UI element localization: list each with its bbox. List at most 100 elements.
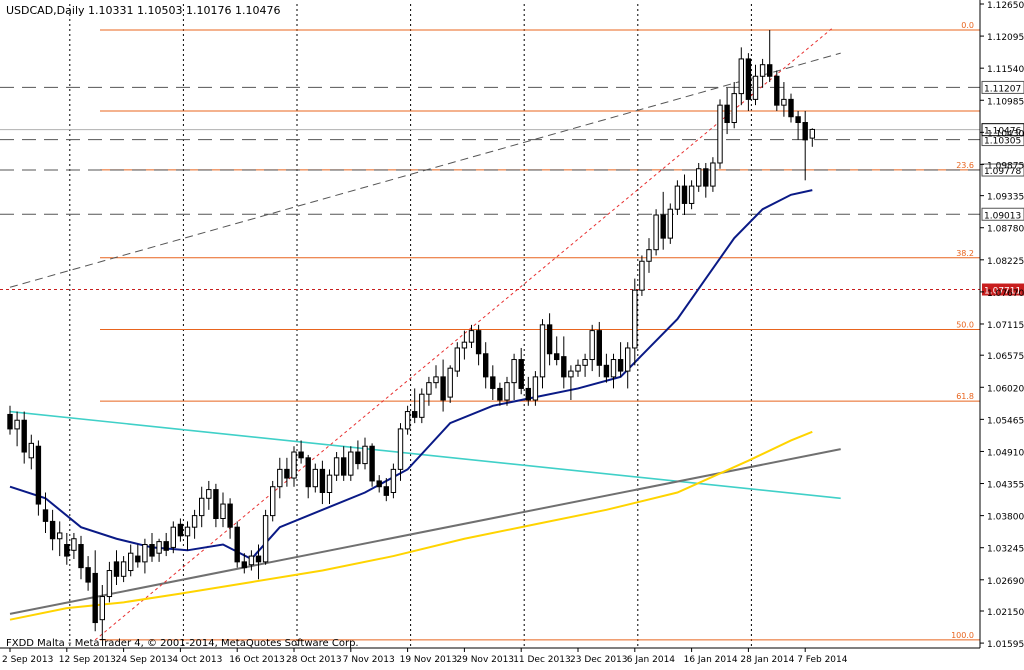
candle [57,521,63,557]
price-tick-label: 1.09875 [987,161,1024,171]
candle [589,324,595,372]
price-tick-label: 1.12650 [987,1,1024,11]
candle [142,538,148,574]
bull-candle-body [128,552,134,572]
candle [270,480,276,522]
cyan-trendline[interactable] [9,410,841,500]
price-tick-label: 1.10430 [987,129,1024,139]
price-tick-label: 1.07670 [987,289,1024,299]
fib-level-label: 23.6 [956,161,974,170]
red-level-box [982,283,1024,296]
candle [632,278,638,366]
bear-candle-body [177,523,184,537]
bull-candle-body [404,411,411,430]
candle [149,532,155,562]
price-tick-label: 1.12095 [987,33,1024,43]
candle [426,376,432,406]
candle [376,475,382,493]
bull-candle-body [639,260,645,291]
candle [660,191,666,250]
candle [305,454,311,499]
bear-candle-body [412,411,418,418]
bull-candle-body [419,393,425,418]
candle [234,521,240,568]
bull-candle-body [653,214,659,251]
bull-candle-body [142,544,148,563]
candle [85,556,91,591]
candle [646,238,652,273]
candle [333,452,340,481]
price-tick-label: 1.07115 [987,321,1024,331]
bear-candle-body [7,413,13,430]
candle [397,423,404,481]
candle [788,93,794,123]
level-price-box [981,207,1024,221]
bear-candle-body [802,122,808,141]
candle [674,180,681,216]
candle [532,371,539,406]
bear-candle-body [525,387,531,401]
candle [206,480,212,510]
vertical-grid [69,4,752,648]
bear-candle-body [681,185,688,204]
time-tick-label: 2 Sep 2013 [2,655,53,665]
bull-candle-body [468,330,475,343]
bear-candle-body [376,480,382,488]
bear-candle-body [724,104,730,124]
price-tick-label: 1.04910 [987,448,1024,458]
candle [696,162,702,192]
gray-support-trendline[interactable] [9,448,841,615]
candle [49,509,56,551]
candle [511,353,517,400]
bull-candle-body [461,341,468,349]
symbol-label: USDCAD,Daily [6,4,85,17]
bear-candle-body [546,324,553,355]
bull-candle-body [717,104,723,164]
price-tick-label: 1.03245 [987,545,1024,555]
price-tick-label: 1.10985 [987,97,1024,107]
bear-candle-body [795,116,801,124]
bull-candle-body [582,359,588,366]
bear-candle-body [483,353,489,378]
candle [738,47,744,106]
trendlines[interactable] [9,26,841,641]
bull-candle-body [71,538,77,551]
bull-candle-body [220,503,226,520]
candle [99,584,105,640]
candle [291,446,297,487]
candle [92,550,98,632]
bear-candle-body [369,445,375,482]
candle [440,359,446,412]
bull-candle-body [710,162,716,187]
candle [170,521,177,554]
candle [504,376,510,406]
candle [184,521,191,551]
candle [554,336,560,366]
dashed-channel-line[interactable] [9,52,841,288]
bull-candle-body [426,382,432,395]
candle [348,446,354,481]
bear-candle-body [92,572,98,624]
candle [262,509,269,565]
candle [106,561,113,603]
bull-candle-body [504,382,510,401]
bear-candle-body [113,561,120,577]
candle [135,544,141,568]
candlesticks [7,30,815,640]
candle [539,319,546,389]
time-tick-label: 24 Sep 2013 [116,655,173,665]
red-dashed-fib-line[interactable] [94,26,834,641]
candle [355,440,361,470]
slow-moving-average [9,430,813,621]
candle [319,460,326,505]
bull-candle-body [589,330,595,361]
candle [610,353,617,389]
time-tick-label: 16 Jan 2014 [684,655,738,665]
bear-candle-body [163,541,169,551]
price-tick-label: 1.09335 [987,193,1024,203]
bull-candle-body [674,185,681,210]
price-tick-label: 1.11540 [987,65,1024,75]
bull-candle-body [170,526,177,548]
